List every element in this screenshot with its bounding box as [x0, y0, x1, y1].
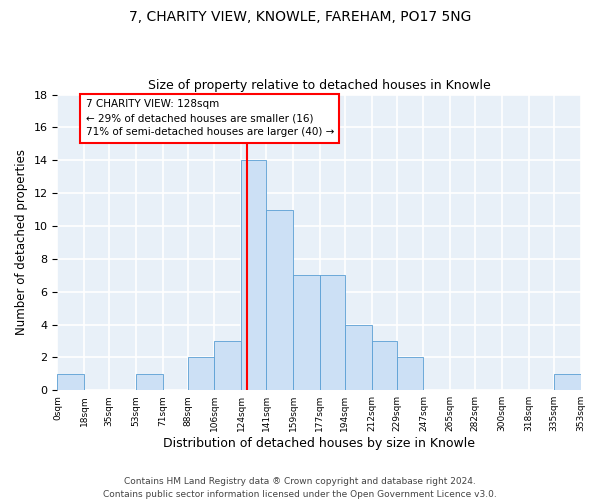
Bar [320, 275, 345, 390]
X-axis label: Distribution of detached houses by size in Knowle: Distribution of detached houses by size … [163, 437, 475, 450]
Title: Size of property relative to detached houses in Knowle: Size of property relative to detached ho… [148, 79, 490, 92]
Bar [266, 210, 293, 390]
Bar [554, 374, 581, 390]
Bar [241, 160, 266, 390]
Y-axis label: Number of detached properties: Number of detached properties [15, 150, 28, 336]
Text: 7, CHARITY VIEW, KNOWLE, FAREHAM, PO17 5NG: 7, CHARITY VIEW, KNOWLE, FAREHAM, PO17 5… [129, 10, 471, 24]
Bar [397, 358, 424, 390]
Bar [293, 275, 320, 390]
Text: 7 CHARITY VIEW: 128sqm
← 29% of detached houses are smaller (16)
71% of semi-det: 7 CHARITY VIEW: 128sqm ← 29% of detached… [86, 100, 334, 138]
Bar [188, 358, 214, 390]
Bar [136, 374, 163, 390]
Bar [371, 341, 397, 390]
Text: Contains HM Land Registry data ® Crown copyright and database right 2024.
Contai: Contains HM Land Registry data ® Crown c… [103, 478, 497, 499]
Bar [214, 341, 241, 390]
Bar [345, 324, 371, 390]
Bar [58, 374, 84, 390]
